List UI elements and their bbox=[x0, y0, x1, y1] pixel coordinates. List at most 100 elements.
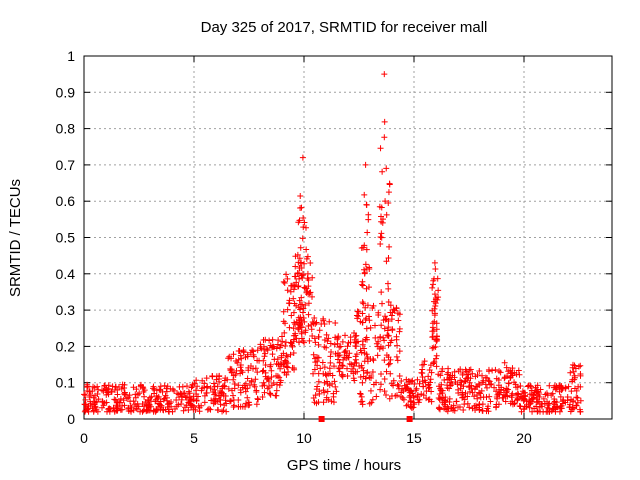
data-point bbox=[150, 408, 157, 415]
data-point bbox=[431, 312, 438, 319]
data-point bbox=[354, 368, 361, 375]
data-point bbox=[231, 381, 238, 388]
data-point bbox=[446, 398, 453, 405]
data-point bbox=[529, 408, 536, 415]
data-point bbox=[103, 386, 110, 393]
data-point bbox=[469, 370, 476, 377]
data-point bbox=[393, 304, 400, 311]
data-point bbox=[294, 251, 301, 258]
data-point bbox=[330, 393, 337, 400]
data-point bbox=[247, 349, 254, 356]
data-point bbox=[196, 404, 203, 411]
data-point bbox=[269, 336, 276, 343]
data-point bbox=[203, 390, 210, 397]
data-point bbox=[261, 389, 268, 396]
data-point bbox=[476, 404, 483, 411]
y-tick-label: 1 bbox=[67, 48, 75, 64]
data-point bbox=[396, 373, 403, 380]
data-point bbox=[324, 388, 331, 395]
data-point bbox=[83, 405, 90, 412]
data-point bbox=[505, 380, 512, 387]
data-point bbox=[231, 402, 238, 409]
data-point bbox=[201, 392, 208, 399]
data-point bbox=[267, 391, 274, 398]
data-point bbox=[393, 336, 400, 343]
data-point bbox=[344, 343, 351, 350]
data-point bbox=[297, 321, 304, 328]
data-point bbox=[183, 394, 190, 401]
data-point bbox=[275, 361, 282, 368]
data-point bbox=[366, 374, 373, 381]
data-point bbox=[289, 343, 296, 350]
data-point bbox=[408, 404, 415, 411]
data-point bbox=[374, 352, 381, 359]
data-point bbox=[328, 349, 335, 356]
data-point bbox=[242, 388, 249, 395]
data-point bbox=[358, 244, 365, 251]
x-tick-label: 5 bbox=[190, 430, 198, 446]
data-point bbox=[209, 389, 216, 396]
data-point bbox=[284, 275, 291, 282]
data-point bbox=[377, 234, 384, 241]
data-point bbox=[364, 302, 371, 309]
data-point bbox=[321, 336, 328, 343]
data-point bbox=[349, 365, 356, 372]
data-point bbox=[534, 408, 541, 415]
data-point bbox=[414, 376, 421, 383]
data-point bbox=[504, 393, 511, 400]
data-point bbox=[404, 385, 411, 392]
data-point bbox=[385, 361, 392, 368]
data-point bbox=[298, 335, 305, 342]
data-point bbox=[359, 379, 366, 386]
data-point bbox=[363, 265, 370, 272]
data-point bbox=[517, 382, 524, 389]
data-point bbox=[431, 275, 438, 282]
data-point bbox=[551, 396, 558, 403]
data-point bbox=[456, 403, 463, 410]
data-point bbox=[136, 390, 143, 397]
data-point bbox=[295, 326, 302, 333]
data-point bbox=[194, 393, 201, 400]
data-point bbox=[502, 398, 509, 405]
data-point bbox=[311, 335, 318, 342]
data-point bbox=[280, 363, 287, 370]
data-point bbox=[319, 359, 326, 366]
data-point bbox=[320, 317, 327, 324]
data-point bbox=[191, 403, 198, 410]
data-point bbox=[125, 394, 132, 401]
data-point bbox=[262, 350, 269, 357]
data-point bbox=[384, 332, 391, 339]
data-point bbox=[537, 386, 544, 393]
data-point bbox=[277, 379, 284, 386]
data-point bbox=[302, 329, 309, 336]
data-point bbox=[568, 388, 575, 395]
data-point bbox=[238, 355, 245, 362]
data-point bbox=[305, 322, 312, 329]
data-point bbox=[420, 392, 427, 399]
data-point bbox=[538, 400, 545, 407]
data-point bbox=[442, 397, 449, 404]
data-point bbox=[403, 402, 410, 409]
x-tick-label: 10 bbox=[296, 430, 312, 446]
data-point bbox=[358, 281, 365, 288]
data-point bbox=[419, 374, 426, 381]
data-point bbox=[386, 243, 393, 250]
data-point bbox=[334, 356, 341, 363]
data-point bbox=[336, 368, 343, 375]
data-point bbox=[400, 396, 407, 403]
data-point bbox=[504, 386, 511, 393]
data-point bbox=[359, 282, 366, 289]
data-point bbox=[281, 280, 288, 287]
data-point bbox=[310, 320, 317, 327]
data-point bbox=[201, 399, 208, 406]
data-point bbox=[382, 198, 389, 205]
data-point bbox=[511, 379, 518, 386]
data-point bbox=[465, 374, 472, 381]
data-point bbox=[108, 388, 115, 395]
data-point bbox=[296, 217, 303, 224]
data-point bbox=[270, 379, 277, 386]
data-point bbox=[302, 224, 309, 231]
data-point bbox=[496, 368, 503, 375]
axis-ticks: 00.10.20.30.40.50.60.70.80.910 5 10 15 20 bbox=[56, 48, 612, 446]
data-point bbox=[494, 395, 501, 402]
